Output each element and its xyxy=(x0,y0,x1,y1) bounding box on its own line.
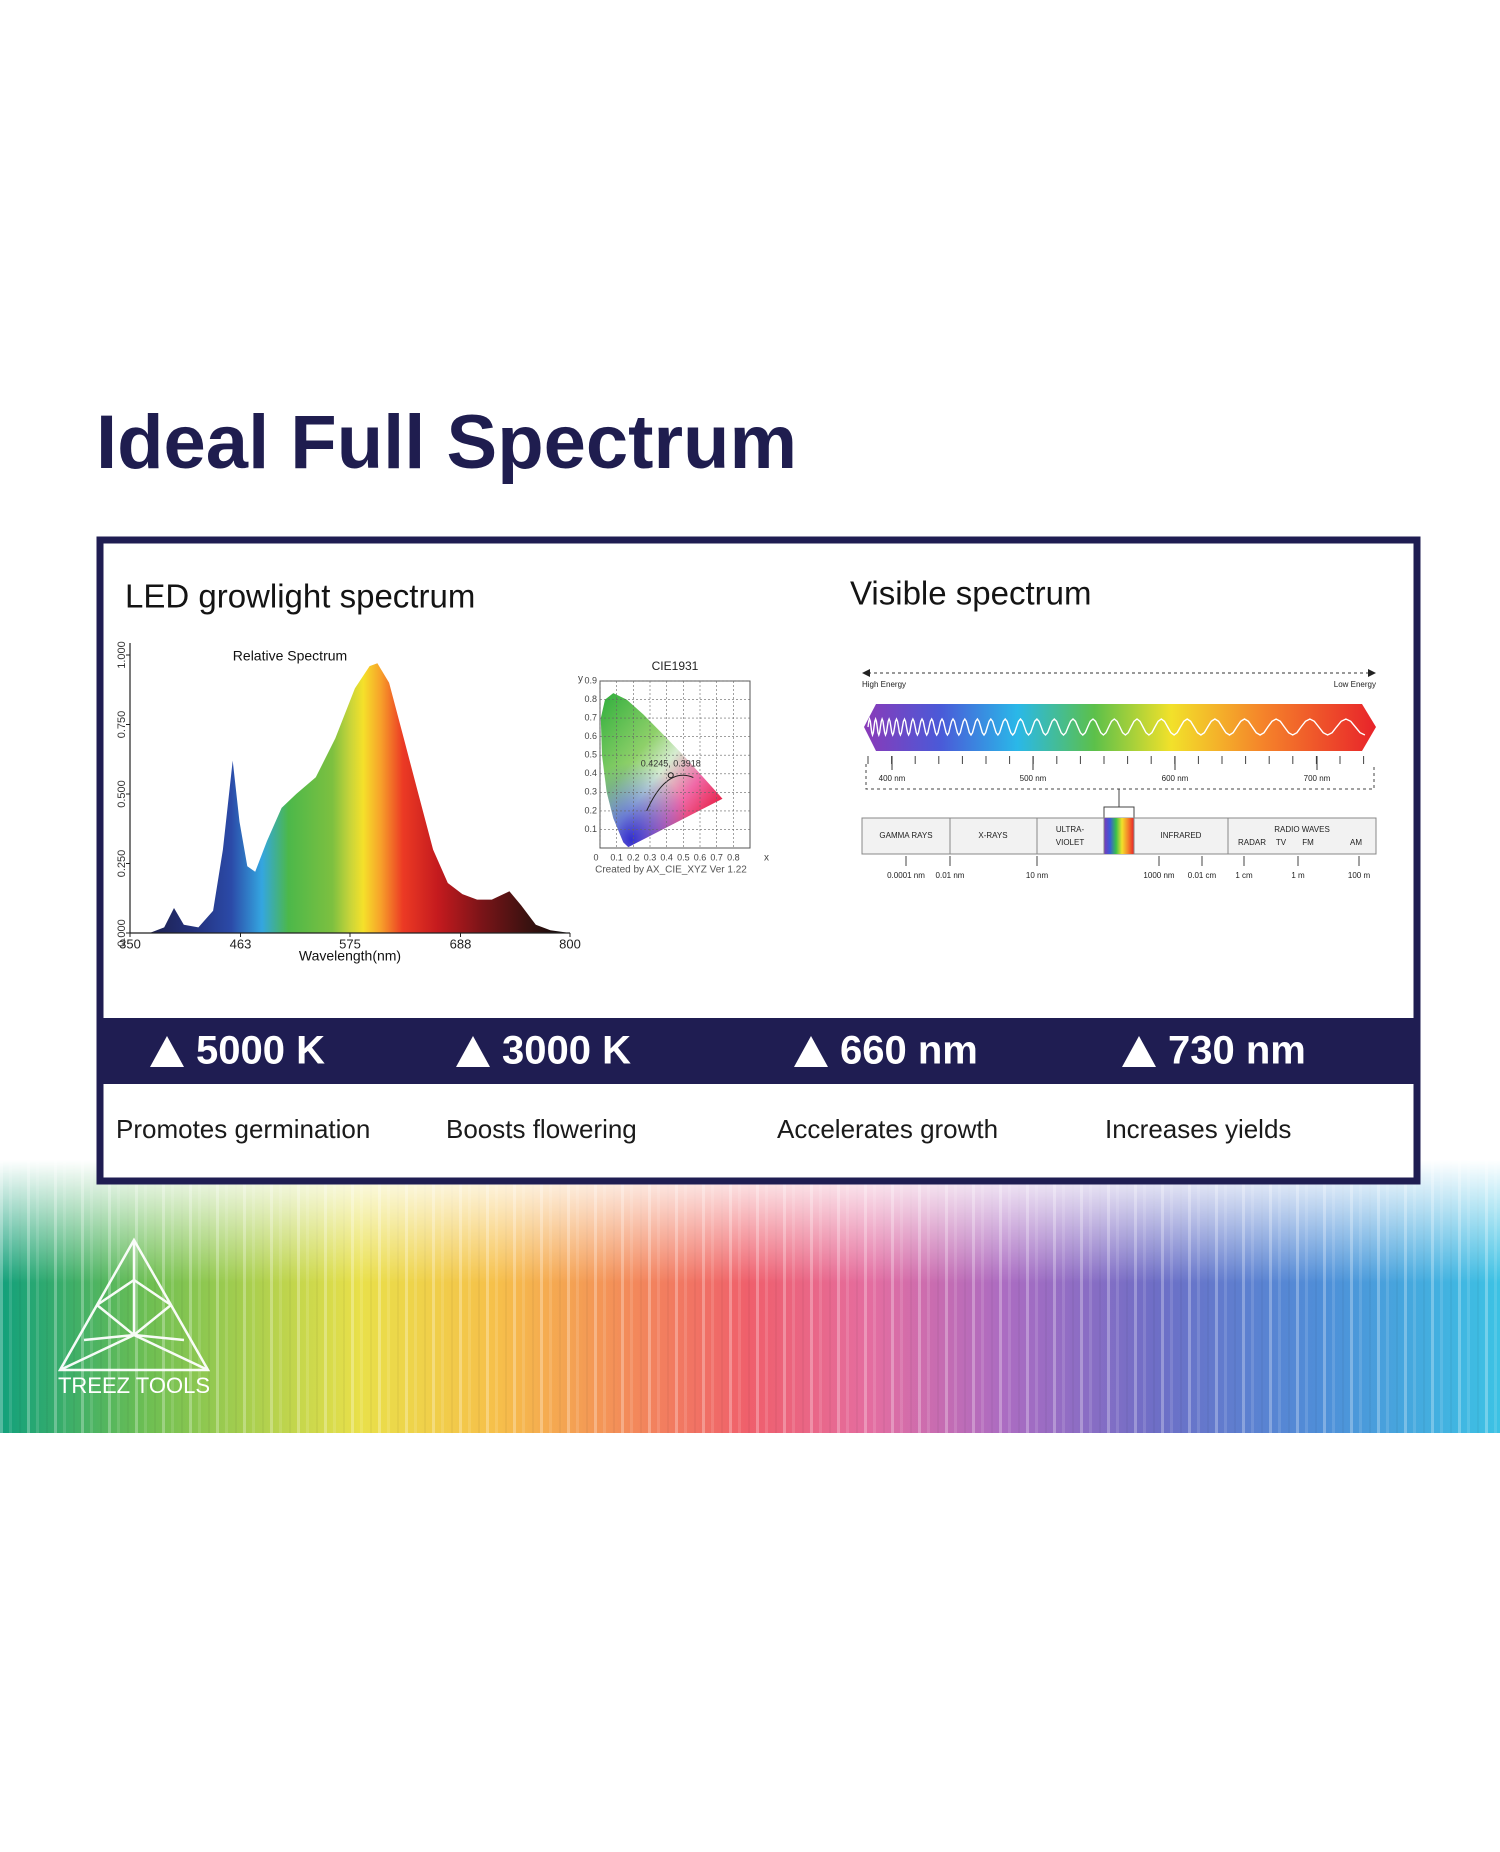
y-tick-label: 0.2 xyxy=(584,805,597,815)
x-axis-label: x xyxy=(764,853,769,864)
scale-label: 1000 nm xyxy=(1143,871,1174,880)
section-heading: LED growlight spectrum xyxy=(125,578,475,615)
arrow-head xyxy=(1368,669,1376,677)
wavelength-label: 700 nm xyxy=(1304,774,1331,783)
subband-label: AM xyxy=(1350,838,1362,847)
scale-label: 0.01 nm xyxy=(936,871,965,880)
scale-label: 1 cm xyxy=(1235,871,1253,880)
highlight-description: Accelerates growth xyxy=(777,1114,998,1144)
cie-frame xyxy=(599,680,751,849)
bracket xyxy=(865,764,1375,790)
x-tick-label: 0.3 xyxy=(644,852,657,862)
cie-title: CIE1931 xyxy=(652,659,699,673)
connector xyxy=(1103,789,1135,818)
highlight-band xyxy=(100,1018,1417,1084)
planckian-locus xyxy=(646,774,694,812)
y-tick-label: 0.8 xyxy=(584,694,597,704)
cie-gamut-blue xyxy=(600,693,723,848)
band-label: VIOLET xyxy=(1056,838,1085,847)
highlight-value: 5000 K xyxy=(196,1029,325,1073)
subband-label: RADAR xyxy=(1238,838,1266,847)
x-tick-label: 0.6 xyxy=(694,852,707,862)
y-tick-label: 0.4 xyxy=(584,768,597,778)
highlight-description: Increases yields xyxy=(1105,1114,1291,1144)
rainbow-band xyxy=(0,1160,1500,1433)
x-tick-label: 0.8 xyxy=(727,852,740,862)
spectrum-area xyxy=(130,663,570,933)
y-tick-label: 0.000 xyxy=(116,919,128,947)
x-tick-label: 0.2 xyxy=(627,852,640,862)
x-tick-label: 0.4 xyxy=(660,852,673,862)
y-tick-label: 0.750 xyxy=(116,711,128,739)
visible-slice xyxy=(1104,818,1134,854)
arrow-head xyxy=(862,669,870,677)
highlight-value: 3000 K xyxy=(502,1029,631,1073)
highlight-description: Boosts flowering xyxy=(446,1114,637,1144)
y-tick-label: 0.9 xyxy=(584,675,597,685)
band-label: ULTRA- xyxy=(1056,825,1085,834)
scale-label: 0.01 cm xyxy=(1188,871,1217,880)
highlight-value: 730 nm xyxy=(1168,1029,1306,1073)
logo-text: TREEZ TOOLS xyxy=(58,1373,210,1398)
logo xyxy=(57,1237,211,1372)
y-tick-label: 0.250 xyxy=(116,850,128,878)
section-heading: Visible spectrum xyxy=(850,575,1092,612)
scale-label: 10 nm xyxy=(1026,871,1049,880)
x-tick-label: 0.1 xyxy=(610,852,623,862)
x-tick-label: 350 xyxy=(119,936,141,951)
x-axis-label: Wavelength(nm) xyxy=(299,948,401,964)
energy-label: Low Energy xyxy=(1334,680,1376,689)
subband-label: FM xyxy=(1302,838,1314,847)
triangle-icon xyxy=(456,1036,490,1067)
y-tick-label: 0.6 xyxy=(584,731,597,741)
x-tick-label: 800 xyxy=(559,936,581,951)
page-title: Ideal Full Spectrum xyxy=(96,400,797,485)
y-tick-label: 0.7 xyxy=(584,712,597,722)
highlight-description: Promotes germination xyxy=(116,1114,370,1144)
chromaticity-point xyxy=(667,772,674,779)
point-label: 0.4245, 0.3918 xyxy=(641,759,701,769)
x-tick-label: 0.5 xyxy=(677,852,690,862)
y-tick-label: 0.3 xyxy=(584,787,597,797)
wavelength-label: 500 nm xyxy=(1020,774,1047,783)
y-tick-label: 0.5 xyxy=(584,750,597,760)
x-tick-label: 463 xyxy=(230,936,252,951)
chart-title: Relative Spectrum xyxy=(233,648,347,664)
cie-caption: Created by AX_CIE_XYZ Ver 1.22 xyxy=(595,865,747,876)
wavelength-label: 600 nm xyxy=(1162,774,1189,783)
band-label: INFRARED xyxy=(1161,831,1202,840)
x-tick-label: 575 xyxy=(339,936,361,951)
x-tick-label: 688 xyxy=(450,936,472,951)
band-label: GAMMA RAYS xyxy=(879,831,932,840)
band-label: X-RAYS xyxy=(978,831,1007,840)
scale-label: 1 m xyxy=(1291,871,1305,880)
highlight-value: 660 nm xyxy=(840,1029,978,1073)
y-axis-label: y xyxy=(578,674,583,685)
y-tick-label: 1.000 xyxy=(116,641,128,669)
wave xyxy=(867,716,1366,738)
band-label: RADIO WAVES xyxy=(1274,825,1330,834)
y-tick-label: 0.500 xyxy=(116,780,128,808)
wavelength-label: 400 nm xyxy=(879,774,906,783)
triangle-icon xyxy=(150,1036,184,1067)
scale-label: 0.0001 nm xyxy=(887,871,925,880)
energy-label: High Energy xyxy=(862,680,906,689)
x-tick-label: 0 xyxy=(593,852,598,862)
x-tick-label: 0.7 xyxy=(710,852,723,862)
y-tick-label: 0.1 xyxy=(584,824,597,834)
triangle-icon xyxy=(794,1036,828,1067)
triangle-icon xyxy=(1122,1036,1156,1067)
logo-star xyxy=(59,1240,209,1372)
scale-label: 100 m xyxy=(1348,871,1371,880)
subband-label: TV xyxy=(1276,838,1287,847)
